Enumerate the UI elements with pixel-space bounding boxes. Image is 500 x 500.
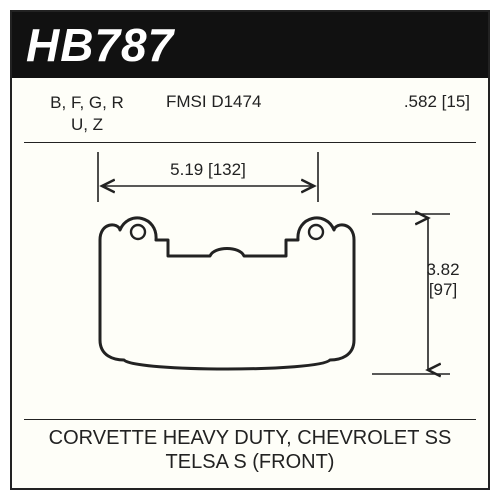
height-arrow <box>372 190 492 410</box>
compound-codes-line1: B, F, G, R <box>32 92 142 114</box>
height-in: 3.82 <box>408 260 478 280</box>
compound-codes: B, F, G, R U, Z <box>32 92 142 136</box>
thickness-in: .582 <box>404 92 437 111</box>
divider-line <box>24 142 476 143</box>
application-line2: TELSA S (FRONT) <box>12 450 488 474</box>
width-in: 5.19 <box>170 160 203 179</box>
width-mm: [132] <box>208 160 246 179</box>
divider-line-bottom <box>24 419 476 420</box>
compound-codes-line2: U, Z <box>32 114 142 136</box>
height-mm: [97] <box>408 280 478 300</box>
application-text: CORVETTE HEAVY DUTY, CHEVROLET SS TELSA … <box>12 426 488 474</box>
part-number: HB787 <box>26 18 174 72</box>
thickness-mm: [15] <box>442 92 470 111</box>
brake-pad-outline <box>60 200 400 390</box>
part-number-band: HB787 <box>12 12 488 78</box>
width-dimension: 5.19 [132] <box>98 160 318 180</box>
application-line1: CORVETTE HEAVY DUTY, CHEVROLET SS <box>12 426 488 450</box>
diagram-area: 5.19 [132] 3.82 [97 <box>12 146 488 418</box>
height-dimension: 3.82 [97] <box>408 260 478 300</box>
thickness: .582 [15] <box>404 92 470 112</box>
spec-card: HB787 B, F, G, R U, Z FMSI D1474 .582 [1… <box>10 10 490 490</box>
spec-row: B, F, G, R U, Z FMSI D1474 .582 [15] <box>12 78 488 146</box>
fmsi-label: FMSI D1474 <box>166 92 261 112</box>
